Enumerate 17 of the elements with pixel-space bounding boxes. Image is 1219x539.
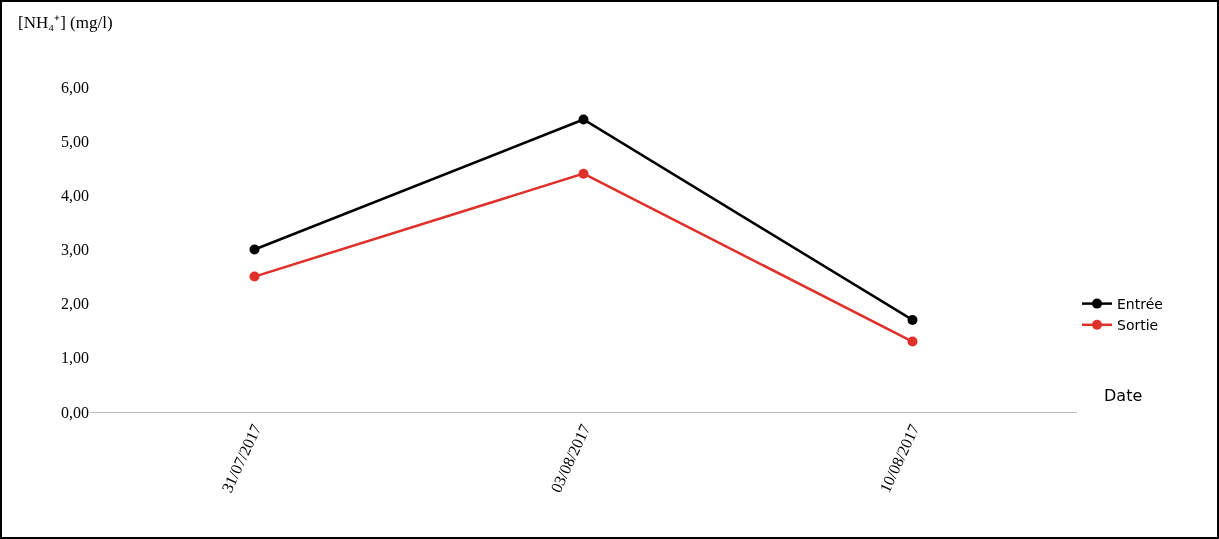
y-axis-title: [NH₄⁺] (mg/l) [18,13,113,32]
point [907,336,918,347]
point [249,271,260,282]
point [249,244,260,255]
y-tick-label: 6,00 [61,78,89,96]
legend-label: Entrée [1117,296,1163,313]
point [907,314,918,325]
y-tick-label: 5,00 [61,132,89,150]
y-tick-label: 2,00 [61,295,89,313]
point [578,168,589,179]
y-tick-label: 4,00 [61,186,89,204]
y-tick-label: 3,00 [61,241,89,259]
y-tick-label: 1,00 [61,349,89,367]
x-axis-title: Date [1104,386,1143,405]
legend-label: Sortie [1117,317,1159,334]
point [578,114,589,125]
y-tick-label: 0,00 [61,403,89,421]
